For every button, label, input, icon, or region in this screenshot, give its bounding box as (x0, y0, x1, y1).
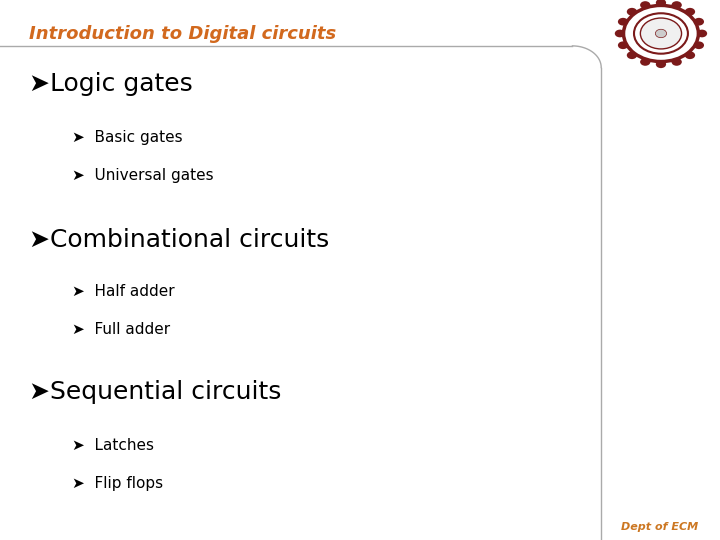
Text: ➤  Latches: ➤ Latches (72, 438, 154, 453)
Circle shape (618, 42, 628, 49)
Text: Introduction to Digital circuits: Introduction to Digital circuits (29, 25, 336, 43)
Circle shape (640, 1, 650, 9)
Text: ➤  Flip flops: ➤ Flip flops (72, 476, 163, 491)
Circle shape (656, 0, 666, 6)
Circle shape (627, 8, 637, 16)
Circle shape (615, 30, 625, 37)
Text: ➤  Full adder: ➤ Full adder (72, 322, 170, 337)
Circle shape (656, 60, 666, 68)
Circle shape (618, 18, 628, 25)
Circle shape (694, 42, 704, 49)
Circle shape (672, 1, 682, 9)
Text: ➤Combinational circuits: ➤Combinational circuits (29, 228, 329, 252)
Text: ➤  Half adder: ➤ Half adder (72, 284, 175, 299)
Text: ➤  Basic gates: ➤ Basic gates (72, 130, 183, 145)
Circle shape (685, 51, 695, 59)
Circle shape (655, 29, 667, 38)
Circle shape (672, 58, 682, 66)
Text: ➤Sequential circuits: ➤Sequential circuits (29, 380, 282, 403)
Circle shape (640, 58, 650, 66)
Circle shape (697, 30, 707, 37)
Circle shape (640, 18, 682, 49)
Text: ➤  Universal gates: ➤ Universal gates (72, 168, 214, 183)
Circle shape (694, 18, 704, 25)
Text: Dept of ECM: Dept of ECM (621, 522, 698, 532)
Circle shape (624, 5, 698, 62)
Circle shape (685, 8, 695, 16)
Circle shape (627, 51, 637, 59)
Circle shape (634, 14, 688, 53)
Text: ➤Logic gates: ➤Logic gates (29, 72, 192, 96)
